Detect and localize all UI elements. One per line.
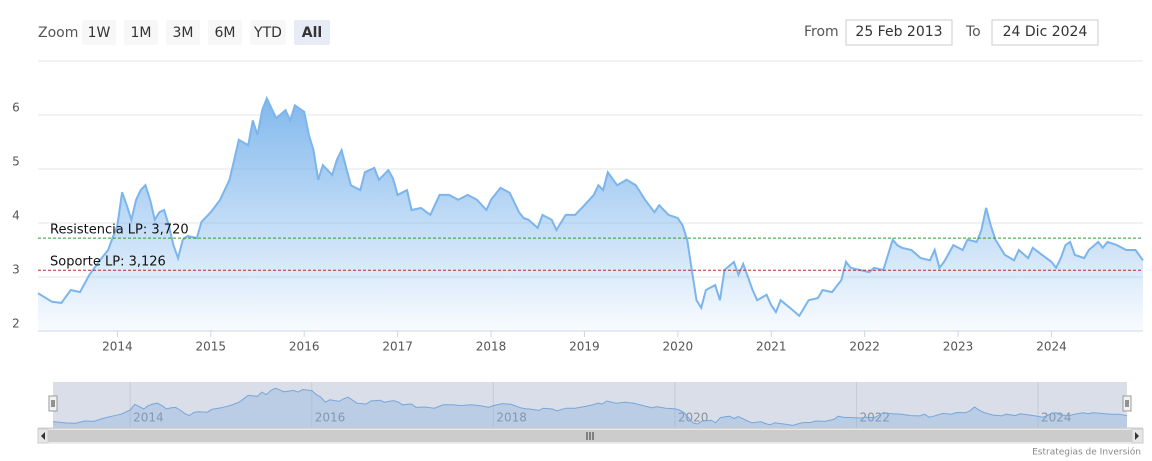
y-tick-label: 4 bbox=[12, 209, 20, 223]
navigator-mask bbox=[53, 382, 1127, 428]
x-tick-label: 2018 bbox=[476, 340, 507, 354]
x-tick-label: 2016 bbox=[289, 340, 320, 354]
scroll-grip bbox=[586, 432, 594, 440]
x-tick-label: 2021 bbox=[756, 340, 787, 354]
navigator-tick-label: 2018 bbox=[496, 411, 527, 425]
zoom-button[interactable] bbox=[166, 20, 200, 45]
zoom-label: Zoom bbox=[38, 25, 78, 41]
zoom-button-label[interactable]: 3M bbox=[173, 25, 194, 41]
credit: Estrategias de Inversión bbox=[1032, 447, 1141, 458]
to-input[interactable] bbox=[991, 19, 1099, 46]
plot-line-label: Resistencia LP: 3,720 bbox=[50, 223, 189, 238]
from-input[interactable] bbox=[845, 19, 953, 46]
x-tick-label: 2022 bbox=[849, 340, 880, 354]
navigator-tick-label: 2024 bbox=[1041, 411, 1072, 425]
zoom-button[interactable] bbox=[124, 20, 158, 45]
arrow-left bbox=[41, 432, 45, 440]
navigator-tick-label: 2016 bbox=[315, 411, 346, 425]
zoom-button-label[interactable]: 6M bbox=[215, 25, 236, 41]
zoom-button[interactable] bbox=[250, 20, 286, 45]
zoom-button[interactable] bbox=[294, 20, 330, 45]
to-date[interactable]: 24 Dic 2024 bbox=[1003, 24, 1088, 40]
navigator-line bbox=[52, 387, 1128, 426]
arrow-right bbox=[1135, 432, 1139, 440]
x-tick-label: 2024 bbox=[1036, 340, 1067, 354]
x-tick-label: 2023 bbox=[943, 340, 974, 354]
zoom-button-label[interactable]: 1M bbox=[131, 25, 152, 41]
area-fill bbox=[38, 98, 1143, 331]
y-tick-label: 5 bbox=[12, 155, 20, 169]
range-selector: Zoom From 25 Feb 2013 To 24 Dic 2024 bbox=[38, 19, 1099, 46]
price-line bbox=[37, 95, 1144, 318]
from-label: From bbox=[804, 24, 839, 40]
handle-grip bbox=[51, 400, 55, 407]
from-date[interactable]: 25 Feb 2013 bbox=[855, 24, 942, 40]
zoom-button-label[interactable]: All bbox=[302, 25, 322, 41]
to-label: To bbox=[965, 24, 981, 40]
x-tick-label: 2017 bbox=[382, 340, 413, 354]
navigator-handle[interactable] bbox=[48, 395, 58, 412]
handle-grip bbox=[1125, 400, 1129, 407]
x-tick-label: 2019 bbox=[569, 340, 600, 354]
y-tick-label: 2 bbox=[12, 317, 20, 331]
x-tick-label: 2020 bbox=[663, 340, 694, 354]
x-tick-label: 2014 bbox=[102, 340, 133, 354]
y-tick-label: 3 bbox=[12, 263, 20, 277]
zoom-button[interactable] bbox=[208, 20, 242, 45]
zoom-button-label[interactable]: YTD bbox=[253, 25, 282, 41]
navigator-handle[interactable] bbox=[1122, 395, 1132, 412]
zoom-button[interactable] bbox=[82, 20, 116, 45]
plot-line-label: Soporte LP: 3,126 bbox=[50, 255, 166, 270]
x-tick-label: 2015 bbox=[196, 340, 227, 354]
y-tick-label: 6 bbox=[12, 101, 20, 115]
zoom-button-label[interactable]: 1W bbox=[88, 25, 111, 41]
navigator-tick-label: 2014 bbox=[133, 411, 164, 425]
